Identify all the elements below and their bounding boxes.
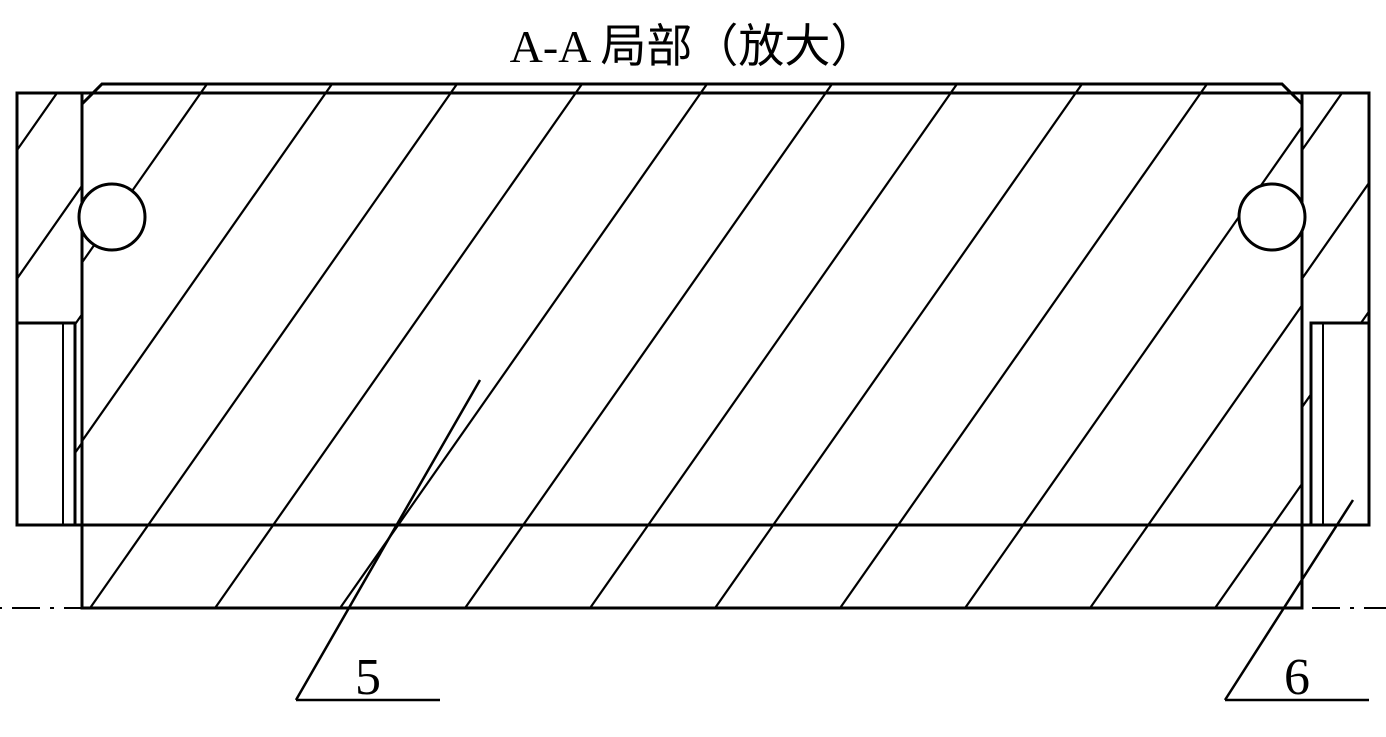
leader-5: 5 [296, 380, 480, 706]
figure-canvas: A-A 局部（放大） 56 [0, 0, 1386, 737]
section-drawing: 56 [0, 0, 1386, 737]
leader-6: 6 [1225, 500, 1369, 706]
figure-title: A-A 局部（放大） [0, 10, 1386, 76]
leader-number-5: 5 [355, 649, 381, 706]
leader-number-6: 6 [1284, 649, 1310, 706]
